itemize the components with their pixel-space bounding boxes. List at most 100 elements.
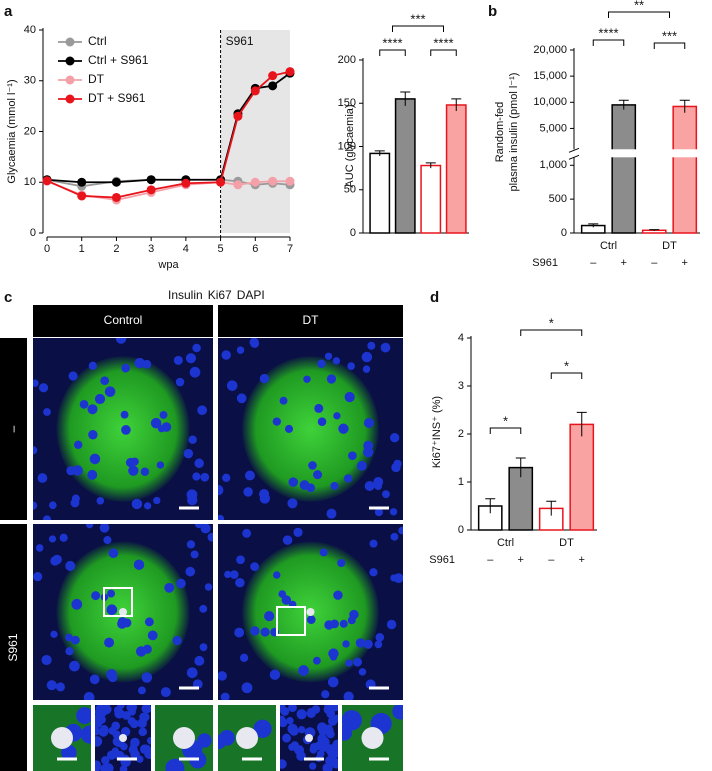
- error-bar: [618, 99, 629, 110]
- nucleus: [120, 410, 129, 419]
- nucleus: [235, 577, 245, 588]
- nucleus: [280, 707, 290, 716]
- nucleus: [367, 341, 376, 350]
- nucleus: [59, 533, 68, 542]
- nucleus: [338, 423, 349, 434]
- nucleus: [324, 724, 333, 733]
- y-tick-label: 20: [24, 125, 36, 137]
- series-point: [268, 176, 278, 186]
- axis-break-mark: [568, 147, 580, 160]
- nucleus: [272, 417, 281, 426]
- micrograph: [218, 524, 403, 700]
- y-tick-label: 100: [338, 140, 356, 152]
- nucleus: [144, 617, 154, 627]
- error-bar: [425, 162, 436, 169]
- nucleus: [327, 749, 336, 758]
- nucleus: [121, 711, 131, 720]
- nucleus: [83, 692, 95, 700]
- nucleus: [100, 763, 111, 771]
- y-tick-label: 2: [458, 428, 464, 440]
- nucleus: [321, 690, 330, 699]
- significance-label: ***: [662, 28, 677, 43]
- bar: [611, 104, 637, 234]
- nucleus: [108, 548, 119, 559]
- nucleus: [280, 715, 286, 725]
- micrograph: [155, 705, 213, 771]
- error-bar: [374, 150, 385, 157]
- nucleus: [156, 461, 165, 469]
- nucleus: [85, 524, 94, 529]
- nucleus: [390, 433, 400, 443]
- nucleus: [65, 560, 76, 571]
- micrograph: [342, 705, 403, 771]
- nucleus: [117, 618, 127, 629]
- micrograph: [280, 705, 338, 771]
- nucleus: [242, 528, 252, 538]
- legend-label: DT: [88, 72, 105, 86]
- series-point: [285, 176, 295, 186]
- y-tick-label: 200: [338, 54, 356, 66]
- nucleus: [364, 481, 375, 491]
- nucleus: [363, 639, 373, 649]
- nucleus: [398, 526, 403, 535]
- row-header: [0, 338, 27, 520]
- row-header-label: –: [6, 425, 20, 432]
- islet: [242, 356, 379, 502]
- column-header-label: DT: [303, 313, 320, 327]
- nucleus: [355, 638, 366, 648]
- nucleus: [200, 472, 210, 482]
- nucleus: [46, 680, 57, 691]
- nucleus: [293, 527, 303, 537]
- nucleus: [312, 656, 321, 665]
- group-label: Ctrl: [497, 537, 514, 549]
- nucleus: [41, 654, 52, 666]
- nucleus: [286, 717, 294, 725]
- nucleus: [194, 458, 204, 469]
- row-header-label: S961: [6, 633, 20, 661]
- nucleus: [358, 668, 367, 676]
- nucleus: [349, 609, 359, 620]
- inset-box: [103, 587, 133, 617]
- nucleus: [296, 709, 307, 720]
- series-point: [146, 185, 156, 195]
- nucleus: [79, 399, 89, 409]
- nucleus: [160, 687, 171, 698]
- nucleus: [194, 655, 205, 666]
- nucleus: [348, 451, 357, 461]
- micrograph: [218, 705, 276, 771]
- legend-marker: [65, 75, 75, 85]
- nucleus: [363, 447, 374, 458]
- nucleus: [326, 374, 337, 384]
- series-point: [268, 81, 278, 91]
- nucleus: [326, 709, 336, 719]
- nucleus: [73, 440, 83, 450]
- x-tick-label: +: [518, 554, 524, 566]
- error-bar: [400, 91, 411, 106]
- nucleus: [146, 736, 151, 745]
- y-tick-label: 10: [24, 176, 36, 188]
- nucleus: [102, 705, 111, 712]
- column-header: [218, 305, 403, 337]
- nucleus: [236, 555, 245, 565]
- significance-bracket: [550, 372, 583, 379]
- nucleus: [241, 682, 253, 694]
- nucleus: [218, 514, 225, 520]
- nucleus: [87, 404, 98, 415]
- shaded-label: S961: [226, 34, 254, 48]
- nucleus: [326, 508, 337, 519]
- nucleus: [71, 598, 83, 610]
- bar: [394, 98, 416, 234]
- nucleus: [140, 467, 150, 476]
- nucleus: [279, 396, 288, 405]
- nucleus: [222, 473, 231, 482]
- significance-label: ****: [598, 25, 618, 40]
- legend-label: DT + S961: [88, 91, 146, 105]
- nucleus: [329, 653, 338, 661]
- nucleus: [55, 682, 65, 692]
- nucleus: [369, 568, 378, 577]
- y-tick-label: 0: [458, 524, 464, 536]
- nucleus: [69, 660, 80, 672]
- x-tick-label: 3: [148, 243, 154, 255]
- bar: [569, 423, 595, 531]
- ki67-nucleus: [236, 727, 258, 749]
